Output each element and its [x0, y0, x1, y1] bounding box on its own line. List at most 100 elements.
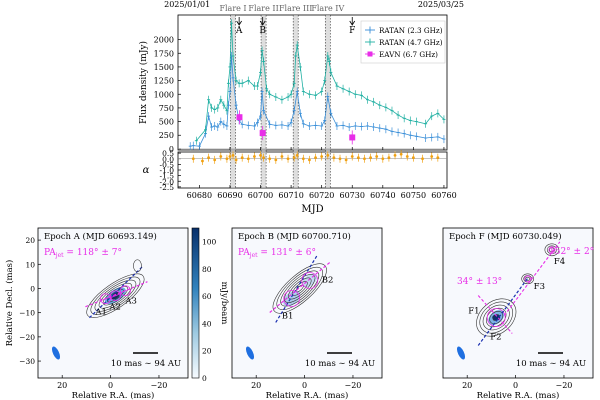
- x-tick-label: 60750: [401, 191, 426, 200]
- legend-label: RATAN (2.3 GHz): [379, 26, 443, 35]
- series-line: [190, 55, 445, 147]
- x-tick-label: 20: [57, 381, 67, 390]
- alpha-point: [430, 155, 434, 158]
- y-tick-label: 1500: [154, 63, 174, 72]
- alpha-point: [253, 155, 256, 158]
- alpha-point: [259, 153, 262, 157]
- y-tick-label: 1750: [154, 49, 174, 58]
- component-label: B1: [282, 311, 294, 321]
- series-line: [195, 23, 445, 141]
- x-tick-label: 60680: [187, 191, 212, 200]
- component-label: B2: [322, 275, 334, 285]
- component-circle: [110, 290, 121, 302]
- flare-band: [325, 15, 331, 188]
- pa-line: [85, 281, 148, 308]
- emission-blob: [302, 273, 318, 288]
- component-label: A2: [108, 303, 121, 313]
- contour: [94, 279, 137, 312]
- alpha-point: [344, 158, 348, 162]
- contour: [133, 259, 142, 273]
- alpha-point: [399, 152, 403, 156]
- component-circle: [486, 308, 506, 327]
- jet-axis-line: [89, 265, 144, 319]
- component-circle: [524, 275, 532, 283]
- y-tick-label: 1250: [154, 77, 174, 86]
- alpha-point: [295, 153, 299, 157]
- component-cross: [100, 296, 111, 302]
- contour: [521, 273, 534, 285]
- alpha-tick-label: -1.0: [160, 166, 175, 175]
- alpha-point: [369, 156, 372, 160]
- epoch-arrowhead: [236, 20, 242, 26]
- alpha-point: [436, 156, 440, 160]
- pa-label-left: 34° ± 13°: [457, 277, 502, 287]
- date-label: 2025/01/01: [164, 0, 210, 9]
- component-label: F1: [468, 307, 479, 317]
- alpha-tick-label: 0.0: [162, 155, 174, 164]
- alpha-point: [191, 157, 195, 161]
- flare-band: [230, 15, 236, 188]
- alpha-tick-label: 0.5: [162, 149, 174, 158]
- component-circle: [548, 246, 556, 254]
- contour: [525, 276, 530, 281]
- x-tick-label: −20: [345, 381, 362, 390]
- map-title: Epoch A (MJD 60693.149): [44, 231, 157, 242]
- alpha-point: [286, 157, 290, 161]
- alpha-point: [231, 153, 235, 157]
- colorbar-tick-label: 40: [202, 319, 212, 328]
- beam-ellipse: [245, 346, 255, 360]
- pa-line: [477, 295, 513, 334]
- x-tick-label: 60710: [278, 191, 303, 200]
- x-tick-label: 20: [462, 381, 472, 390]
- jet-axis-line: [477, 277, 529, 346]
- component-cross: [110, 293, 121, 299]
- epoch-arrow-label: F: [349, 26, 355, 36]
- beam-ellipse: [51, 346, 61, 360]
- flare-label: Flare IV: [311, 4, 344, 13]
- colorbar-tick-label: 100: [202, 238, 217, 247]
- contour: [86, 273, 145, 318]
- x-tick-label: 0: [108, 381, 113, 390]
- alpha-point: [301, 157, 305, 161]
- legend-swatch: [367, 51, 373, 57]
- pa-label-sub: jet: [55, 252, 64, 259]
- pa-label: PAjet = 131° ± 6°: [238, 248, 316, 259]
- contour: [98, 282, 133, 309]
- x-tick-label: 0: [513, 381, 518, 390]
- y-tick-label: 1000: [154, 90, 174, 99]
- colorbar-tick-label: 0: [202, 374, 207, 383]
- alpha-point: [356, 156, 360, 160]
- epoch-arrow-label: A: [235, 26, 243, 36]
- beam-ellipse: [456, 346, 466, 360]
- pa-label-right: 152° ± 2°: [549, 247, 594, 257]
- component-circle: [301, 272, 319, 289]
- pa-label-value: = 131° ± 6°: [258, 248, 316, 258]
- alpha-point: [411, 156, 415, 160]
- x-axis-label: MJD: [301, 204, 323, 215]
- alpha-point: [405, 155, 409, 158]
- eavn-point: [236, 114, 243, 121]
- x-tick-label: 0: [302, 381, 307, 390]
- alpha-point: [292, 156, 296, 160]
- x-tick-label: −20: [151, 381, 168, 390]
- alpha-point: [320, 155, 324, 158]
- flare-label: Flare III: [279, 4, 312, 13]
- component-cross: [120, 288, 131, 294]
- alpha-point: [234, 158, 238, 162]
- map-title: Epoch F (MJD 60730.049): [449, 231, 562, 242]
- alpha-point: [201, 159, 204, 163]
- colorbar-tick-label: 80: [202, 265, 212, 274]
- pa-label: PAjet = 118° ± 7°: [44, 248, 122, 259]
- eavn-point: [349, 134, 356, 141]
- y-tick-label: 750: [159, 104, 174, 113]
- alpha-axis-label: α: [143, 165, 150, 176]
- y-tick-label: 2000: [154, 36, 174, 45]
- y-tick-label: 0: [30, 284, 35, 293]
- alpha-point: [421, 157, 424, 161]
- x-tick-label: 60700: [248, 191, 273, 200]
- alpha-tick-label: -2.5: [160, 183, 175, 192]
